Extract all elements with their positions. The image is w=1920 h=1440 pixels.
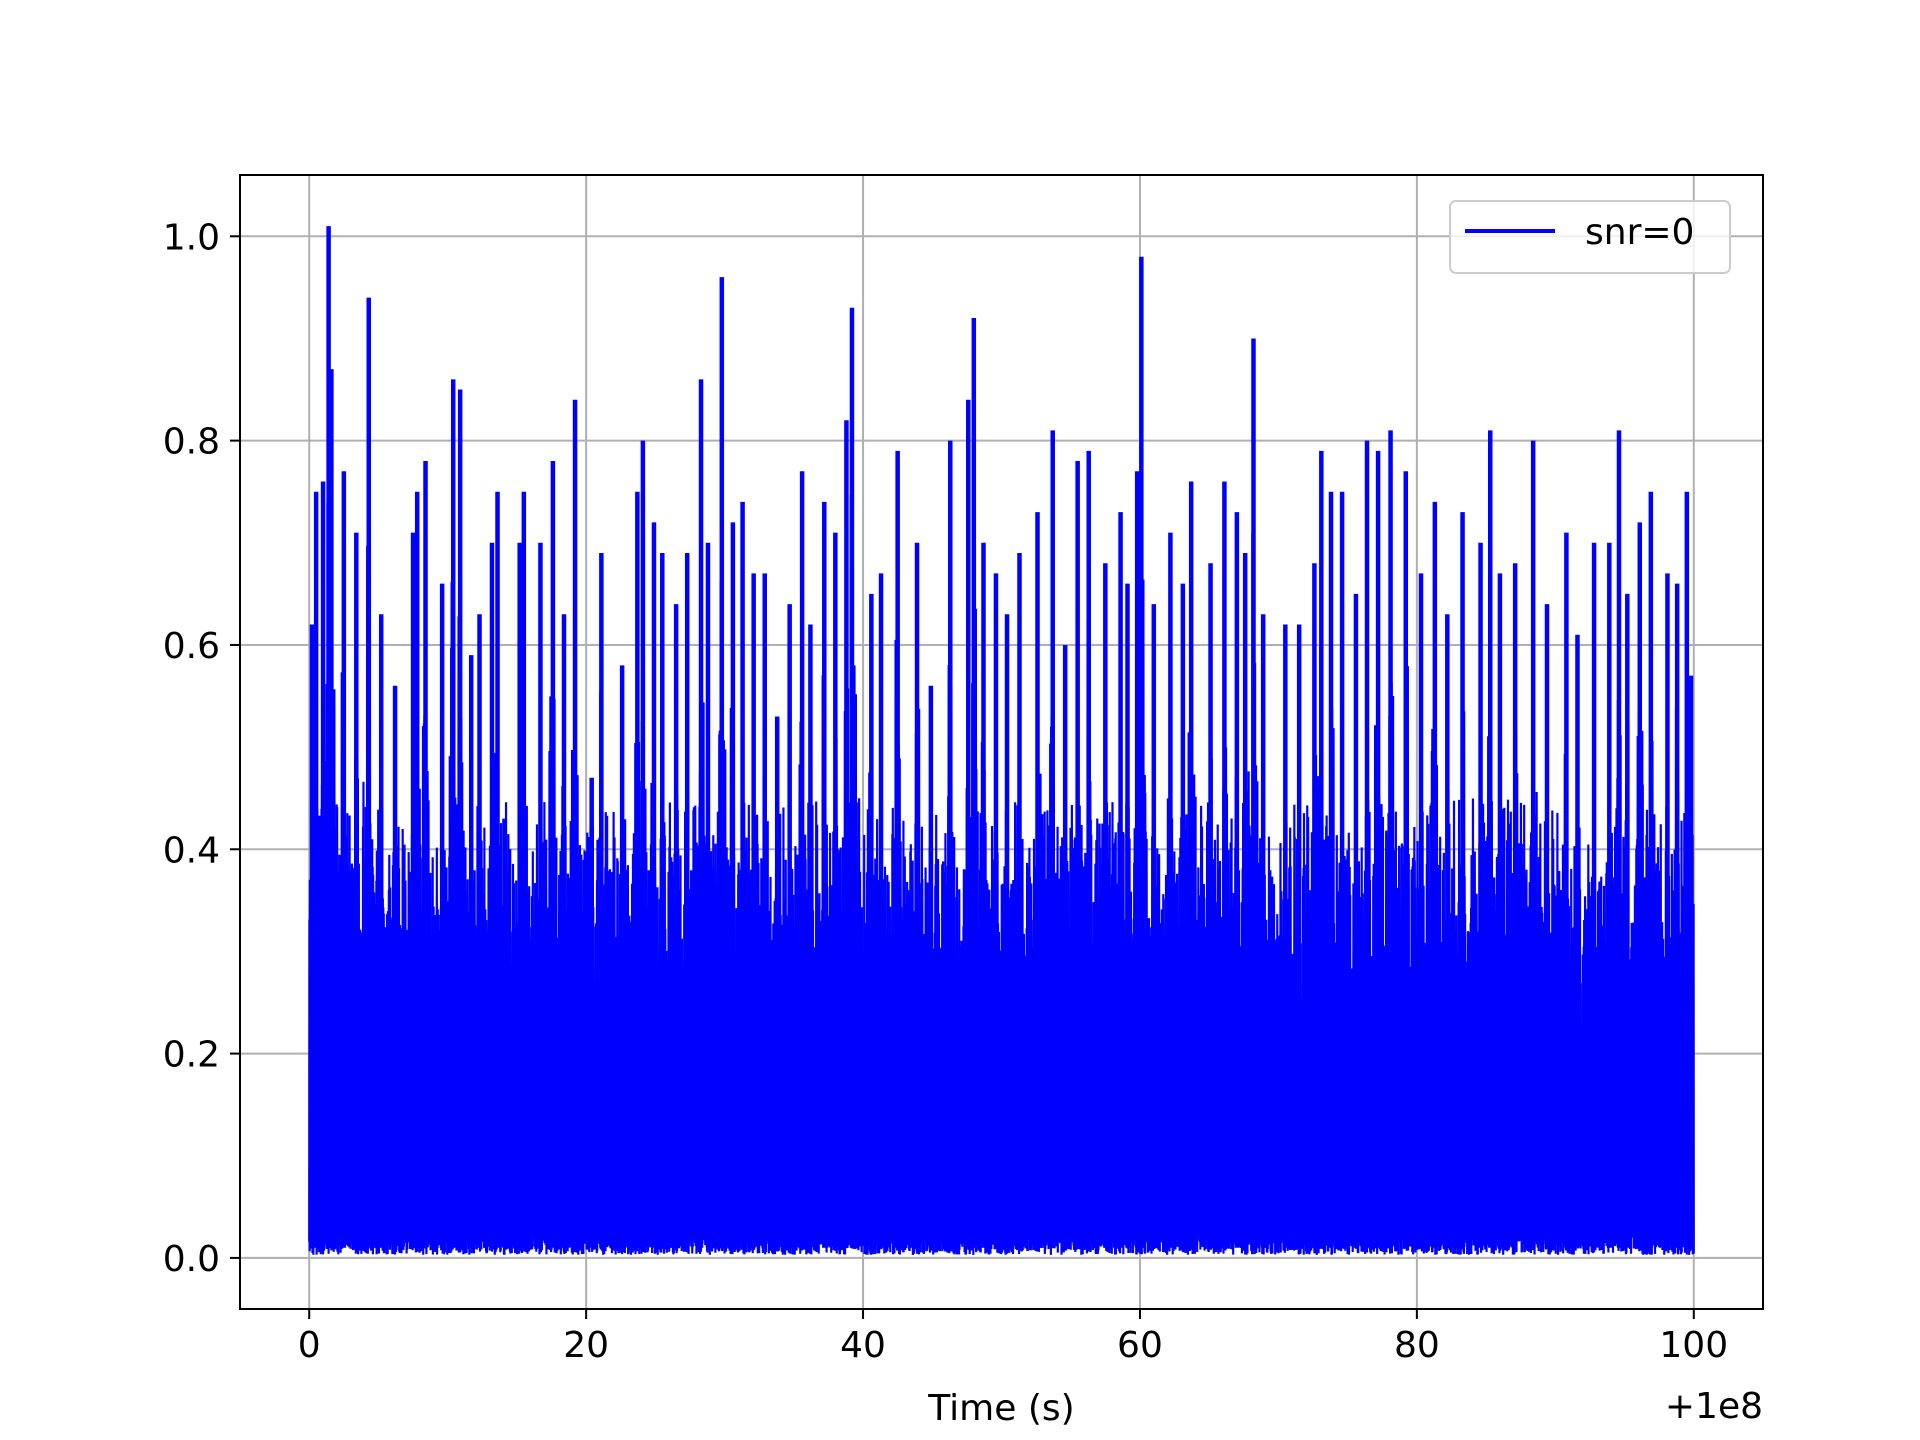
plot-area	[308, 226, 1695, 1255]
x-tick-label-1: 20	[563, 1325, 609, 1366]
x-axis-ticks: 0 20 40 60 80 100	[298, 1309, 1728, 1366]
series-line-snr=0	[308, 419, 1695, 1255]
grid-lines	[240, 175, 1763, 1309]
y-tick-label-1: 0.2	[163, 1035, 220, 1076]
y-axis-ticks: 0.0 0.2 0.4 0.6 0.8 1.0	[163, 217, 240, 1280]
x-tick-label-3: 60	[1117, 1325, 1163, 1366]
x-tick-label-0: 0	[298, 1325, 321, 1366]
x-axis-label: Time (s)	[927, 1388, 1074, 1429]
legend-box	[1449, 200, 1731, 274]
x-tick-label-4: 80	[1394, 1325, 1440, 1366]
legend: snr=0	[1449, 200, 1731, 274]
x-tick-label-5: 100	[1659, 1325, 1728, 1366]
x-tick-label-2: 40	[840, 1325, 886, 1366]
y-tick-label-5: 1.0	[163, 217, 220, 258]
legend-label-snr-0: snr=0	[1585, 212, 1694, 253]
y-tick-label-0: 0.0	[163, 1239, 220, 1280]
axes-frame	[239, 174, 1764, 1310]
y-tick-label-4: 0.8	[163, 422, 220, 463]
x-axis-offset-label: +1e8	[1665, 1386, 1763, 1427]
y-tick-label-2: 0.4	[163, 830, 220, 871]
y-tick-label-3: 0.6	[163, 626, 220, 667]
